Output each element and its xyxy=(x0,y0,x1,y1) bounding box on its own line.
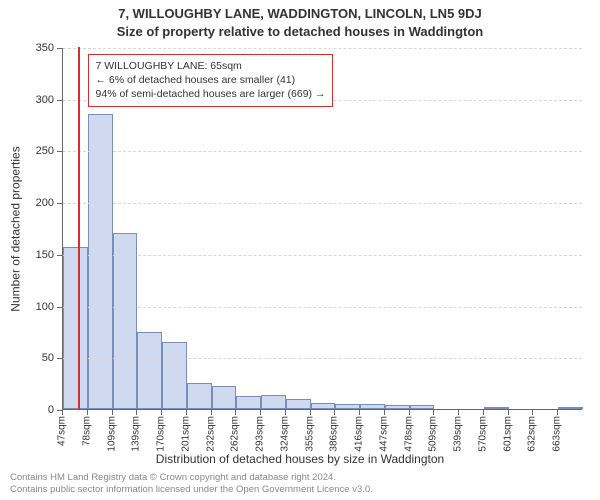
histogram-bar xyxy=(236,396,261,409)
xtick-mark xyxy=(532,410,533,415)
plot-area: 7 WILLOUGHBY LANE: 65sqm ← 6% of detache… xyxy=(62,48,582,410)
reference-line xyxy=(78,47,80,409)
xtick-label: 262sqm xyxy=(230,416,241,452)
xtick-mark xyxy=(334,410,335,415)
xtick-label: 570sqm xyxy=(477,416,488,452)
footer-line-1: Contains HM Land Registry data © Crown c… xyxy=(10,472,373,484)
xtick-mark xyxy=(359,410,360,415)
legend-line-2: ← 6% of detached houses are smaller (41) xyxy=(96,73,326,87)
xtick-mark xyxy=(409,410,410,415)
histogram-bar xyxy=(410,405,435,409)
histogram-bar xyxy=(311,403,336,409)
xtick-mark xyxy=(112,410,113,415)
xtick-label: 201sqm xyxy=(180,416,191,452)
histogram-bar xyxy=(63,247,88,409)
histogram-bar xyxy=(212,386,237,409)
ytick-label: 100 xyxy=(14,301,54,313)
histogram-bar xyxy=(261,395,286,409)
histogram-bar xyxy=(558,407,583,409)
legend-line-1: 7 WILLOUGHBY LANE: 65sqm xyxy=(96,59,326,73)
xtick-mark xyxy=(62,410,63,415)
xtick-label: 47sqm xyxy=(57,416,68,446)
ytick-mark xyxy=(57,151,62,152)
xtick-mark xyxy=(384,410,385,415)
y-axis-label-text: Number of detached properties xyxy=(9,146,23,311)
chart-container: { "titles": { "address": "7, WILLOUGHBY … xyxy=(0,0,600,500)
histogram-bar xyxy=(360,404,385,409)
xtick-mark xyxy=(235,410,236,415)
ytick-mark xyxy=(57,100,62,101)
histogram-bar xyxy=(162,342,187,409)
ytick-label: 300 xyxy=(14,94,54,106)
histogram-bar xyxy=(88,114,113,409)
xtick-mark xyxy=(285,410,286,415)
xtick-label: 324sqm xyxy=(279,416,290,452)
gridline xyxy=(63,203,582,204)
xtick-mark xyxy=(87,410,88,415)
ytick-label: 0 xyxy=(14,404,54,416)
histogram-bar xyxy=(484,407,509,409)
xtick-mark xyxy=(136,410,137,415)
xtick-label: 632sqm xyxy=(527,416,538,452)
xtick-label: 386sqm xyxy=(329,416,340,452)
ytick-mark xyxy=(57,307,62,308)
x-axis-label: Distribution of detached houses by size … xyxy=(0,452,600,466)
xtick-label: 509sqm xyxy=(428,416,439,452)
ytick-label: 250 xyxy=(14,145,54,157)
xtick-label: 478sqm xyxy=(403,416,414,452)
gridline xyxy=(63,255,582,256)
ytick-mark xyxy=(57,203,62,204)
ytick-label: 200 xyxy=(14,197,54,209)
xtick-mark xyxy=(557,410,558,415)
ytick-label: 150 xyxy=(14,249,54,261)
xtick-label: 539sqm xyxy=(453,416,464,452)
gridline xyxy=(63,151,582,152)
xtick-mark xyxy=(310,410,311,415)
xtick-label: 663sqm xyxy=(552,416,563,452)
xtick-mark xyxy=(161,410,162,415)
gridline xyxy=(63,358,582,359)
legend-box: 7 WILLOUGHBY LANE: 65sqm ← 6% of detache… xyxy=(88,54,334,107)
gridline xyxy=(63,48,582,49)
histogram-bar xyxy=(286,399,311,409)
ytick-label: 50 xyxy=(14,352,54,364)
xtick-label: 355sqm xyxy=(304,416,315,452)
footer: Contains HM Land Registry data © Crown c… xyxy=(10,472,373,496)
histogram-bar xyxy=(187,383,212,409)
xtick-marks-layer xyxy=(62,410,582,415)
xtick-mark xyxy=(508,410,509,415)
xtick-label: 232sqm xyxy=(205,416,216,452)
xtick-label: 139sqm xyxy=(131,416,142,452)
xtick-mark xyxy=(186,410,187,415)
xtick-mark xyxy=(458,410,459,415)
xtick-mark xyxy=(433,410,434,415)
histogram-bar xyxy=(335,404,360,409)
title-address: 7, WILLOUGHBY LANE, WADDINGTON, LINCOLN,… xyxy=(0,6,600,21)
gridline xyxy=(63,307,582,308)
xtick-label: 416sqm xyxy=(354,416,365,452)
xtick-label: 109sqm xyxy=(106,416,117,452)
footer-line-2: Contains public sector information licen… xyxy=(10,484,373,496)
ytick-label: 350 xyxy=(14,42,54,54)
xtick-label: 447sqm xyxy=(378,416,389,452)
legend-line-3: 94% of semi-detached houses are larger (… xyxy=(96,87,326,101)
ytick-mark xyxy=(57,255,62,256)
histogram-bar xyxy=(385,405,410,409)
xtick-label: 601sqm xyxy=(502,416,513,452)
xtick-label: 293sqm xyxy=(255,416,266,452)
xtick-label: 170sqm xyxy=(156,416,167,452)
xtick-mark xyxy=(260,410,261,415)
xtick-mark xyxy=(211,410,212,415)
ytick-mark xyxy=(57,358,62,359)
title-subtitle: Size of property relative to detached ho… xyxy=(0,24,600,39)
histogram-bar xyxy=(113,233,138,409)
xtick-label: 78sqm xyxy=(81,416,92,446)
ytick-mark xyxy=(57,410,62,411)
ytick-mark xyxy=(57,48,62,49)
xtick-mark xyxy=(483,410,484,415)
histogram-bar xyxy=(137,332,162,409)
